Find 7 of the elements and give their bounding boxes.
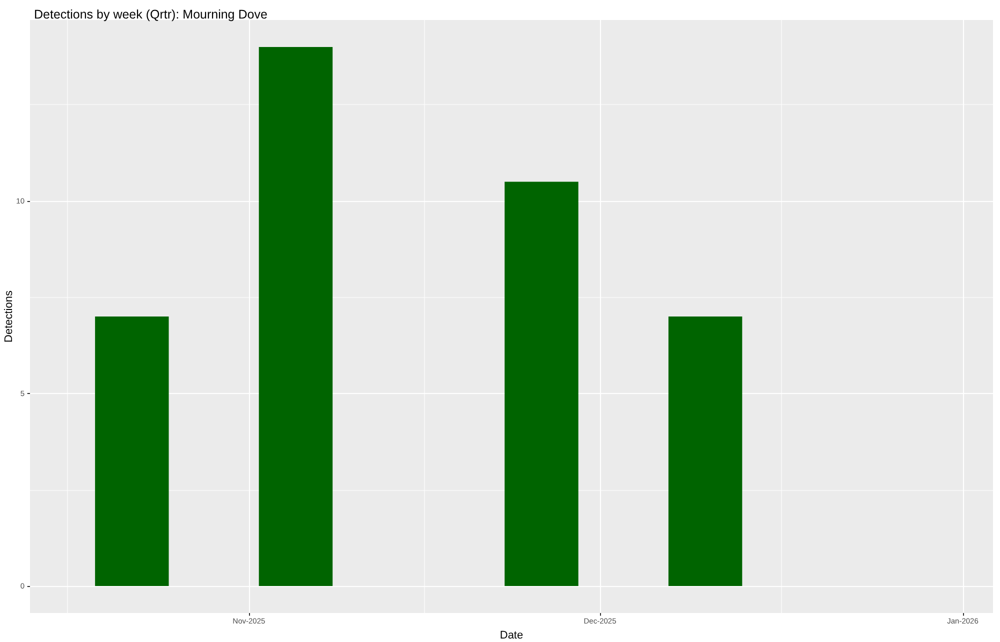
bar (504, 182, 578, 586)
bar (668, 316, 742, 586)
bar (95, 316, 169, 586)
chart-title: Detections by week (Qrtr): Mourning Dove (34, 8, 268, 22)
y-axis-title: Detections (3, 290, 15, 342)
bar (258, 46, 333, 586)
x-axis-title: Date (500, 629, 524, 642)
